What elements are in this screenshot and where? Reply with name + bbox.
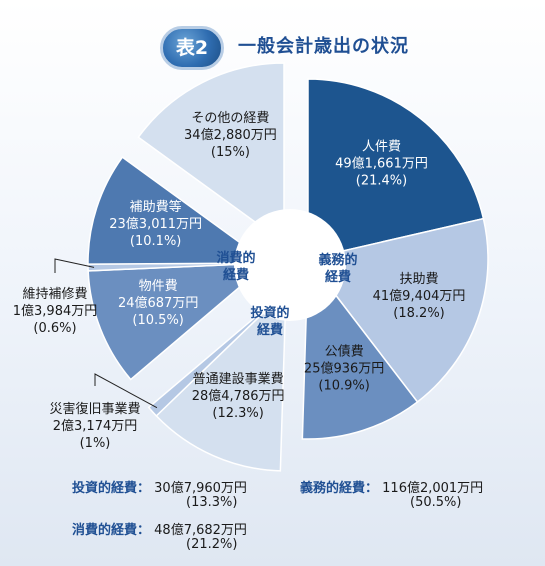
- slice-label-line: 25億936万円: [304, 360, 384, 376]
- pie-slice: [155, 289, 287, 472]
- leader-line: [54, 258, 95, 273]
- slice-label: 物件費 24億687万円 (10.5%): [118, 279, 198, 328]
- slice-label-line: (10.9%): [318, 378, 369, 393]
- slice-label-line: 公債費: [325, 344, 364, 359]
- slice-label-line: 補助費等: [130, 199, 182, 215]
- group-label-line: 投資的: [250, 305, 289, 321]
- slice-label-line: 49億1,661万円: [335, 156, 428, 172]
- group-label-line: 経費: [223, 267, 249, 283]
- external-slice-label-line: (1%): [80, 436, 111, 451]
- slice-label-line: 普通建設事業費: [193, 371, 284, 387]
- chart-header: 表2 一般会計歳出の状況: [160, 26, 540, 70]
- group-label-line: 経費: [325, 269, 351, 285]
- external-slice-label-line: 2億3,174万円: [53, 418, 138, 434]
- pie-slice: [307, 78, 485, 260]
- slice-label-line: 人件費: [362, 140, 401, 155]
- slice-label-line: 扶助費: [400, 272, 439, 287]
- group-label-line: 経費: [257, 322, 283, 338]
- pie-slice: [87, 156, 271, 265]
- slice-label-line: (10.1%): [130, 234, 181, 249]
- table-badge: 表2: [160, 26, 224, 70]
- pie-slice: [301, 256, 419, 440]
- slice-label: 公債費 25億936万円 (10.9%): [304, 344, 384, 393]
- slice-label-line: (10.5%): [132, 313, 183, 328]
- group-label: 義務的経費: [318, 252, 357, 285]
- slice-label-line: 23億3,011万円: [109, 216, 202, 232]
- external-slice-label-line: (0.6%): [33, 321, 76, 336]
- slice-label-line: 物件費: [139, 279, 178, 294]
- slice-label-line: (12.3%): [212, 406, 263, 421]
- slice-label-line: 24億687万円: [118, 295, 198, 311]
- pie-hub: [234, 209, 346, 321]
- group-label: 消費的経費: [216, 250, 255, 283]
- slice-label-line: 41億9,404万円: [373, 288, 466, 304]
- slice-label-line: 28億4,786万円: [192, 388, 285, 404]
- slice-label: 人件費 49億1,661万円 (21.4%): [335, 140, 428, 189]
- pie-slice: [87, 262, 271, 381]
- group-label-line: 義務的: [318, 252, 357, 268]
- pie-slice: [147, 290, 287, 417]
- slice-label: その他の経費 34億2,880万円 (15%): [184, 111, 277, 160]
- external-slice-label-line: 1億3,984万円: [13, 303, 98, 319]
- leader-line: [94, 373, 158, 409]
- external-slice-label-line: 災害復旧事業費: [49, 401, 140, 417]
- slice-label: 普通建設事業費 28億4,786万円 (12.3%): [192, 371, 285, 421]
- external-slice-label: 災害復旧事業費 2億3,174万円 (1%): [49, 401, 140, 451]
- group-label-line: 消費的: [216, 250, 255, 266]
- group-label: 投資的経費: [250, 305, 289, 338]
- external-slice-label: 維持補修費 1億3,984万円 (0.6%): [13, 287, 98, 336]
- chart-title: 一般会計歳出の状況: [238, 36, 409, 57]
- pie-slice: [137, 62, 285, 245]
- slice-label-line: (18.2%): [393, 306, 444, 321]
- slice-label: 扶助費 41億9,404万円 (18.2%): [373, 272, 466, 321]
- external-slice-label-line: 維持補修費: [22, 287, 87, 302]
- slice-label-line: (15%): [211, 145, 250, 160]
- pie-slice: [306, 217, 489, 403]
- pie-slices: [87, 62, 489, 472]
- slice-label-line: (21.4%): [356, 174, 407, 189]
- slice-label: 補助費等 23億3,011万円 (10.1%): [109, 199, 202, 249]
- slice-label-line: 34億2,880万円: [184, 127, 277, 143]
- slice-label-line: その他の経費: [191, 111, 269, 126]
